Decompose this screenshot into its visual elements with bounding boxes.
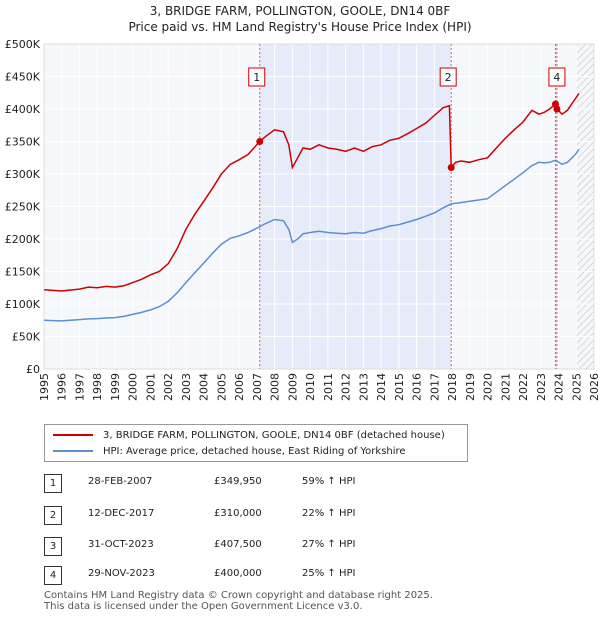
sale-marker-box <box>439 67 457 87</box>
sale-point <box>256 138 264 146</box>
sale-date: 31-OCT-2023 <box>88 539 154 550</box>
sale-number: 3 <box>44 537 62 556</box>
table-row: 2 12-DEC-2017 £310,000 22% ↑ HPI <box>44 506 544 526</box>
sale-price: £310,000 <box>214 508 262 519</box>
y-tick-label: £400K <box>5 103 41 116</box>
x-tick-label: 2022 <box>517 373 530 401</box>
sale-change: 27% ↑ HPI <box>302 539 356 550</box>
x-tick-label: 2026 <box>588 373 600 401</box>
x-tick-label: 2023 <box>535 373 548 401</box>
x-tick-label: 2012 <box>340 373 353 401</box>
sale-change: 22% ↑ HPI <box>302 508 356 519</box>
y-tick-label: £100K <box>5 298 41 311</box>
x-tick-label: 2004 <box>198 373 211 401</box>
x-tick-label: 1998 <box>91 373 104 401</box>
sale-change: 25% ↑ HPI <box>302 568 356 579</box>
x-tick-label: 1999 <box>109 373 122 401</box>
legend-item-property: 3, BRIDGE FARM, POLLINGTON, GOOLE, DN14 … <box>53 427 445 443</box>
sale-point <box>553 105 561 113</box>
x-tick-label: 1997 <box>73 373 86 401</box>
sale-date: 29-NOV-2023 <box>88 568 155 579</box>
legend: 3, BRIDGE FARM, POLLINGTON, GOOLE, DN14 … <box>44 424 468 462</box>
table-row: 4 29-NOV-2023 £400,000 25% ↑ HPI <box>44 566 544 586</box>
x-tick-label: 2018 <box>446 373 459 401</box>
y-tick-label: £250K <box>5 201 41 214</box>
legend-item-hpi: HPI: Average price, detached house, East… <box>53 443 406 459</box>
chart: £0 £50K £100K £150K £200K £250K £300K £350K £400… <box>5 38 600 401</box>
x-tick-label: 2001 <box>144 373 157 401</box>
sale-price: £400,000 <box>214 568 262 579</box>
y-tick-label: £50K <box>12 331 41 344</box>
footer-copyright: Contains HM Land Registry data © Crown c… <box>44 590 433 601</box>
x-tick-label: 2002 <box>162 373 175 401</box>
x-tick-label: 1995 <box>38 373 51 401</box>
sale-number: 4 <box>44 566 62 585</box>
x-tick-label: 2017 <box>428 373 441 401</box>
sale-marker-label: 4 <box>553 71 560 84</box>
legend-swatch-property <box>53 434 93 436</box>
x-tick-label: 2013 <box>357 373 370 401</box>
x-tick-label: 2008 <box>269 373 282 401</box>
chart-subtitle: Price paid vs. HM Land Registry's House … <box>128 20 472 34</box>
x-tick-label: 2016 <box>411 373 424 401</box>
sale-number: 2 <box>44 506 62 525</box>
x-tick-label: 2007 <box>251 373 264 401</box>
y-tick-label: £450K <box>5 71 41 84</box>
sale-change: 59% ↑ HPI <box>302 476 356 487</box>
plot-border <box>43 43 595 370</box>
x-tick-label: 2000 <box>127 373 140 401</box>
x-tick-label: 2025 <box>570 373 583 401</box>
x-tick-label: 2011 <box>322 373 335 401</box>
y-tick-label: £350K <box>5 136 41 149</box>
legend-label-property: 3, BRIDGE FARM, POLLINGTON, GOOLE, DN14 … <box>103 429 445 441</box>
y-tick-label: £300K <box>5 168 41 181</box>
sale-marker-label: 1 <box>253 71 260 84</box>
legend-label-hpi: HPI: Average price, detached house, East… <box>103 445 406 457</box>
x-tick-label: 2020 <box>482 373 495 401</box>
footer-licence: This data is licensed under the Open Gov… <box>44 601 363 612</box>
x-tick-label: 2014 <box>375 373 388 401</box>
y-tick-label: £500K <box>5 38 41 51</box>
y-tick-label: £0 <box>26 363 40 376</box>
x-tick-label: 2006 <box>233 373 246 401</box>
sale-point <box>447 164 455 171</box>
sale-price: £407,500 <box>214 539 262 550</box>
x-tick-label: 2010 <box>304 373 317 401</box>
x-tick-label: 2019 <box>464 373 477 401</box>
table-row: 1 28-FEB-2007 £349,950 59% ↑ HPI <box>44 474 544 494</box>
sale-date: 28-FEB-2007 <box>88 476 153 487</box>
series-line <box>43 92 580 292</box>
sale-number: 1 <box>44 474 62 493</box>
chart-title: 3, BRIDGE FARM, POLLINGTON, GOOLE, DN14 … <box>149 4 451 18</box>
x-tick-label: 2024 <box>553 373 566 401</box>
x-tick-label: 1996 <box>56 373 69 401</box>
sale-marker-label: 2 <box>445 71 452 84</box>
y-tick-label: £200K <box>5 233 41 246</box>
series-line <box>43 148 580 322</box>
x-tick-label: 2015 <box>393 373 406 401</box>
sale-date: 12-DEC-2017 <box>88 508 155 519</box>
y-tick-label: £150K <box>5 266 41 279</box>
footer: Contains HM Land Registry data © Crown c… <box>44 590 433 612</box>
x-tick-label: 2009 <box>286 373 299 401</box>
sale-marker-box <box>548 67 566 87</box>
x-tick-label: 2005 <box>215 373 228 401</box>
sale-marker-box <box>248 67 266 87</box>
legend-swatch-hpi <box>53 450 93 452</box>
x-tick-label: 2021 <box>499 373 512 401</box>
x-tick-label: 2003 <box>180 373 193 401</box>
sale-price: £349,950 <box>214 476 262 487</box>
table-row: 3 31-OCT-2023 £407,500 27% ↑ HPI <box>44 537 544 557</box>
